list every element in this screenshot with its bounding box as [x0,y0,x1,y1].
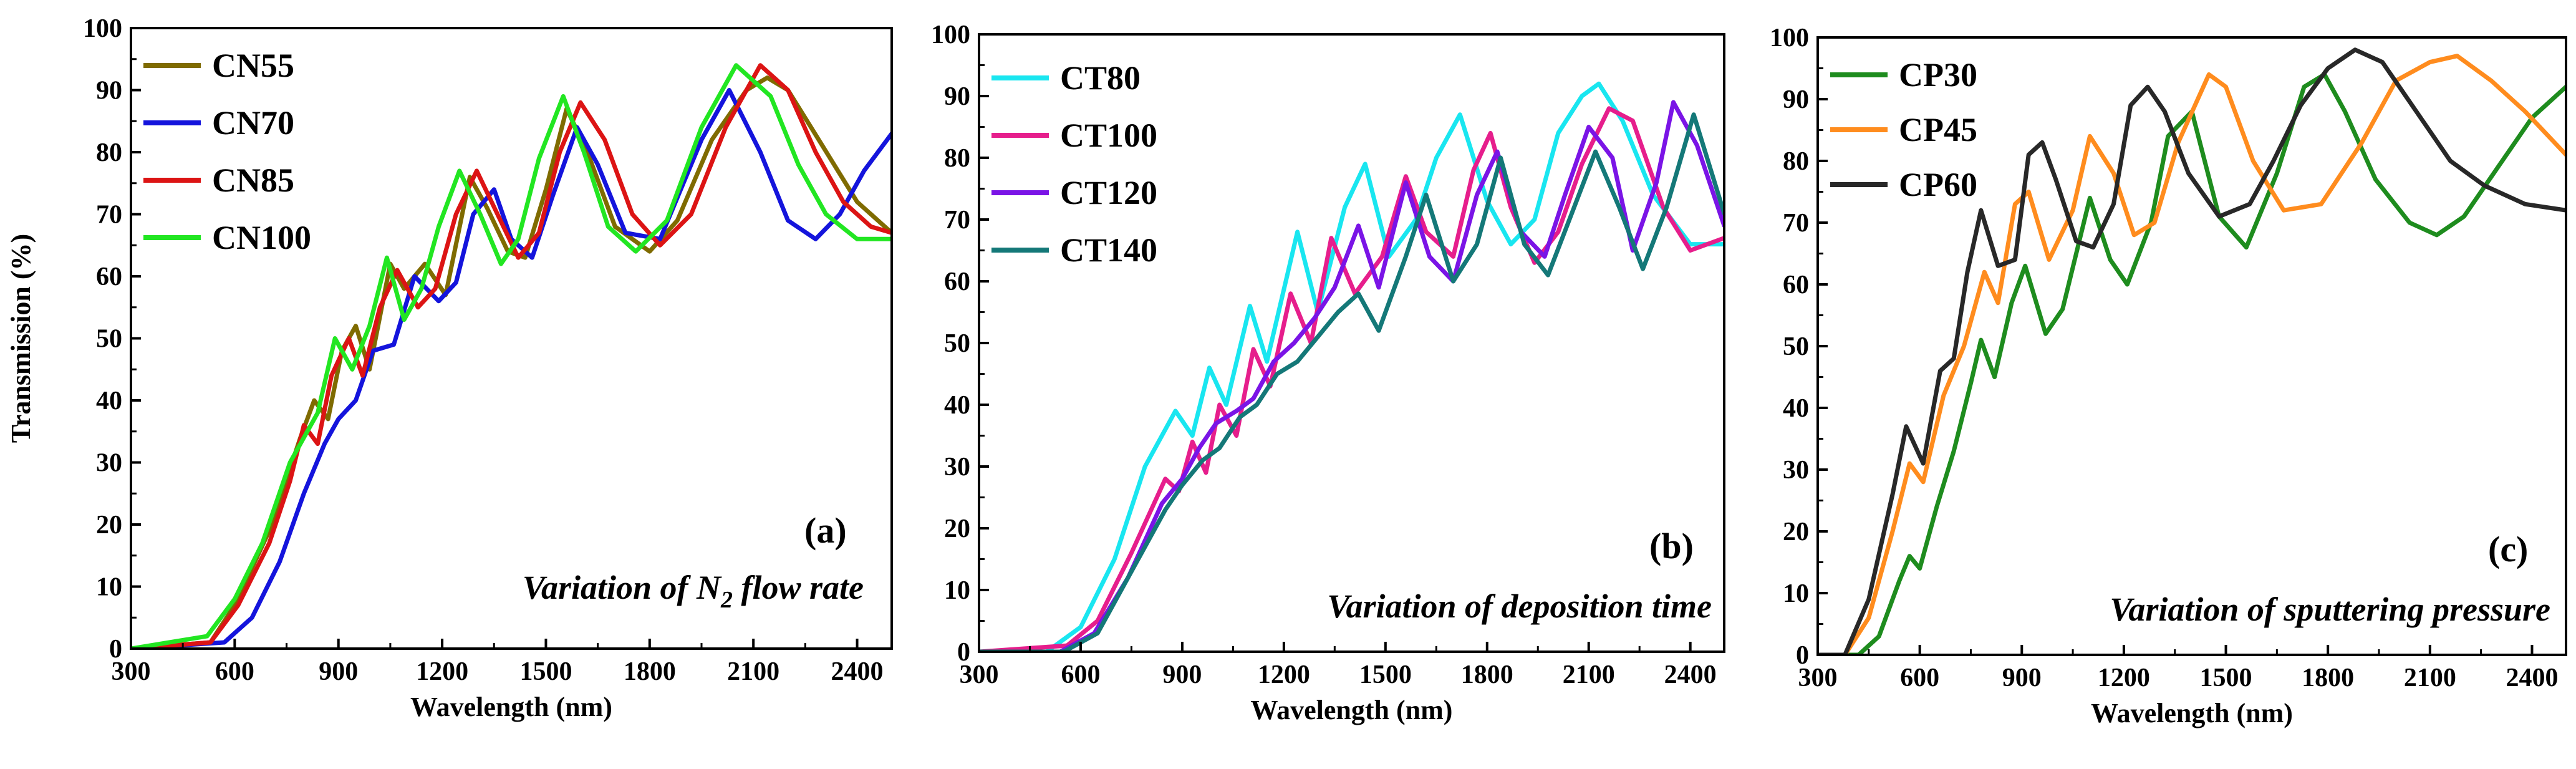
legend-label: CN85 [212,162,294,199]
y-tick-label: 0 [109,635,122,664]
series-line-cp30 [1818,72,2566,655]
y-tick-label: 20 [96,511,122,539]
y-tick-label: 30 [96,449,122,478]
y-tick-label: 20 [1783,518,1809,546]
series-line-cn70 [131,88,892,649]
y-tick-label: 60 [96,263,122,291]
y-tick-label: 80 [944,144,970,173]
x-tick-label: 300 [1798,664,1838,692]
x-tick-label: 900 [1162,660,1202,689]
y-tick-label: 90 [96,77,122,105]
x-axis-label: Wavelength (nm) [410,692,612,722]
y-tick-label: 80 [96,138,122,167]
x-tick-label: 1500 [2200,664,2252,692]
chart-panel-2: 300 600 900 1200 1500 1800 2100 2400 0 10 20 30 40 50… [931,21,1725,725]
x-tick-label: 300 [960,660,999,689]
y-tick-label: 60 [944,268,970,296]
x-tick-label: 2100 [2404,664,2456,692]
y-tick-label: 0 [957,638,970,667]
x-tick-label: 2400 [831,657,884,686]
y-tick-label: 30 [944,453,970,481]
y-tick-label: 0 [1796,641,1809,670]
x-tick-label: 1800 [1461,660,1513,689]
y-tick-label: 60 [1783,271,1809,299]
y-tick-label: 70 [944,206,970,235]
y-tick-label: 100 [1770,24,1809,52]
y-tick-label: 90 [944,82,970,111]
x-tick-label: 900 [2002,664,2042,692]
y-tick-label: 10 [944,576,970,605]
x-tick-label: 1200 [1258,660,1310,689]
x-tick-label: 1800 [2302,664,2354,692]
y-tick-label: 20 [944,515,970,543]
series-line-cp60 [1818,47,2566,655]
panel-label: (c) [2488,529,2528,569]
x-tick-label: 1500 [1359,660,1412,689]
x-tick-label: 2100 [1563,660,1615,689]
y-tick-label: 30 [1783,456,1809,485]
x-axis-label: Wavelength (nm) [1251,695,1453,725]
series-line-ct80 [979,81,1724,652]
legend-label: CP45 [1899,111,1977,148]
x-axis-label: Wavelength (nm) [2091,698,2293,728]
legend-label: CN55 [212,47,294,84]
x-tick-label: 1800 [624,657,676,686]
legend-label: CT140 [1060,231,1157,269]
legend-label: CP30 [1899,56,1977,94]
y-tick-label: 50 [944,329,970,358]
x-tick-label: 600 [1900,664,1939,692]
chart-panel-1: 300 600 900 1200 1500 1800 2100 2400 0 10 20 30 40 50… [6,14,893,722]
y-tick-label: 100 [83,14,122,43]
y-tick-label: 90 [1783,85,1809,114]
series-line-ct120 [979,100,1724,652]
legend-label: CP60 [1899,166,1977,203]
legend-label: CN100 [212,219,311,256]
legend-label: CT120 [1060,174,1157,211]
legend: CT80 CT100 CT120 CT140 [991,59,1157,269]
y-tick-label: 40 [1783,394,1809,423]
y-tick-label: 70 [96,201,122,230]
panel-label: (b) [1649,526,1694,566]
y-tick-label: 10 [1783,579,1809,608]
x-tick-label: 1200 [2098,664,2150,692]
legend: CN55 CN70 CN85 CN100 [143,47,311,256]
legend: CP30 CP45 CP60 [1830,56,1977,203]
y-tick-label: 40 [96,387,122,415]
y-axis-label: Transmission (%) [6,234,36,443]
annotation-text: Variation of sputtering pressure [2110,591,2550,628]
series-line-cn85 [131,63,892,649]
x-tick-label: 2400 [1664,660,1717,689]
y-tick-label: 100 [931,21,970,49]
panel-label: (a) [804,510,847,551]
legend-label: CT100 [1060,117,1157,154]
y-tick-label: 40 [944,391,970,420]
x-tick-label: 900 [319,657,358,686]
x-tick-label: 1200 [416,657,468,686]
annotation-text: Variation of N2 flow rate [523,569,864,613]
legend-label: CT80 [1060,59,1141,97]
x-tick-label: 2400 [2506,664,2558,692]
chart-panel-3: 300 600 900 1200 1500 1800 2100 2400 0 10 20 30 40 50… [1770,24,2567,728]
x-tick-label: 1500 [519,657,572,686]
y-tick-label: 50 [96,325,122,354]
x-tick-label: 300 [112,657,151,686]
annotation-text: Variation of deposition time [1327,588,1712,625]
x-tick-label: 600 [215,657,254,686]
y-tick-label: 80 [1783,147,1809,176]
series-line-ct140 [979,112,1724,652]
legend-label: CN70 [212,104,294,142]
y-tick-label: 70 [1783,209,1809,238]
x-tick-label: 600 [1061,660,1100,689]
series-line-cn100 [131,63,892,649]
y-tick-label: 10 [96,573,122,602]
y-tick-label: 50 [1783,332,1809,361]
x-tick-label: 2100 [727,657,779,686]
